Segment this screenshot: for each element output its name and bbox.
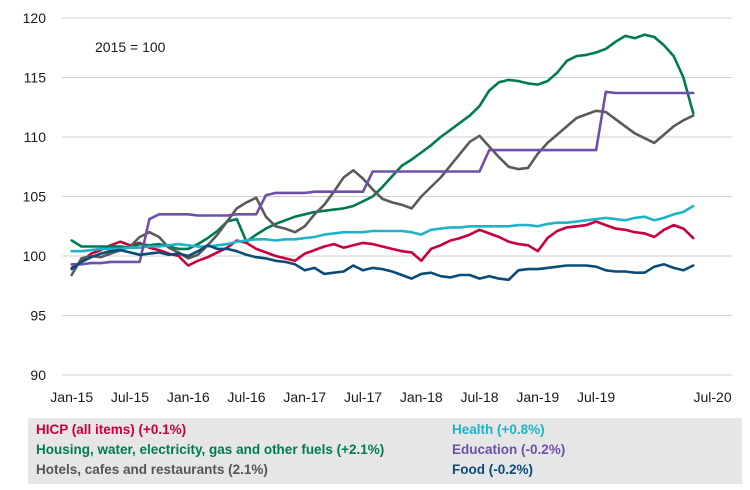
y-tick-label: 100 xyxy=(23,248,47,264)
legend: HICP (all items) (+0.1%) Housing, water, … xyxy=(28,418,742,484)
legend-item: Hotels, cafes and restaurants (2.1%) xyxy=(36,462,268,477)
x-tick-label: Jul-15 xyxy=(111,389,149,405)
chart-annotation: 2015 = 100 xyxy=(95,39,166,55)
x-tick-label: Jul-20 xyxy=(694,389,732,405)
x-tick-label: Jan-15 xyxy=(50,389,93,405)
x-tick-label: Jan-18 xyxy=(400,389,443,405)
series-line-4 xyxy=(70,90,695,266)
y-tick-label: 95 xyxy=(30,308,46,324)
series-line-1 xyxy=(70,33,695,251)
y-tick-label: 115 xyxy=(24,70,47,86)
series-line-2 xyxy=(70,109,695,277)
legend-item: Food (-0.2%) xyxy=(452,462,533,477)
y-axis-ticks: 90 95 100 105 110 115 120 xyxy=(23,10,47,383)
x-axis-ticks: Jan-15 Jul-15 Jan-16 Jul-16 Jan-17 Jul-17 Jan-… xyxy=(50,389,732,405)
y-tick-label: 120 xyxy=(23,10,47,26)
y-tick-label: 105 xyxy=(23,189,47,205)
legend-item: Housing, water, electricity, gas and oth… xyxy=(36,442,385,457)
series-line-3 xyxy=(70,204,695,253)
x-tick-label: Jul-19 xyxy=(577,389,615,405)
x-tick-label: Jul-16 xyxy=(227,389,265,405)
legend-item: Health (+0.8%) xyxy=(452,422,545,437)
line-chart: 90 95 100 105 110 115 120 Jan-15 Jul-15 Jan-16 Ju… xyxy=(23,10,732,405)
gridlines xyxy=(62,17,732,376)
x-tick-label: Jul-18 xyxy=(460,389,498,405)
series-lines xyxy=(70,33,695,282)
x-tick-label: Jan-16 xyxy=(167,389,210,405)
y-tick-label: 110 xyxy=(24,129,47,145)
x-tick-label: Jul-17 xyxy=(344,389,382,405)
x-tick-label: Jan-17 xyxy=(283,389,326,405)
y-tick-label: 90 xyxy=(30,367,46,383)
series-line-5 xyxy=(70,244,695,282)
legend-item: Education (-0.2%) xyxy=(452,442,566,457)
x-tick-label: Jan-19 xyxy=(516,389,559,405)
legend-item: HICP (all items) (+0.1%) xyxy=(36,422,187,437)
